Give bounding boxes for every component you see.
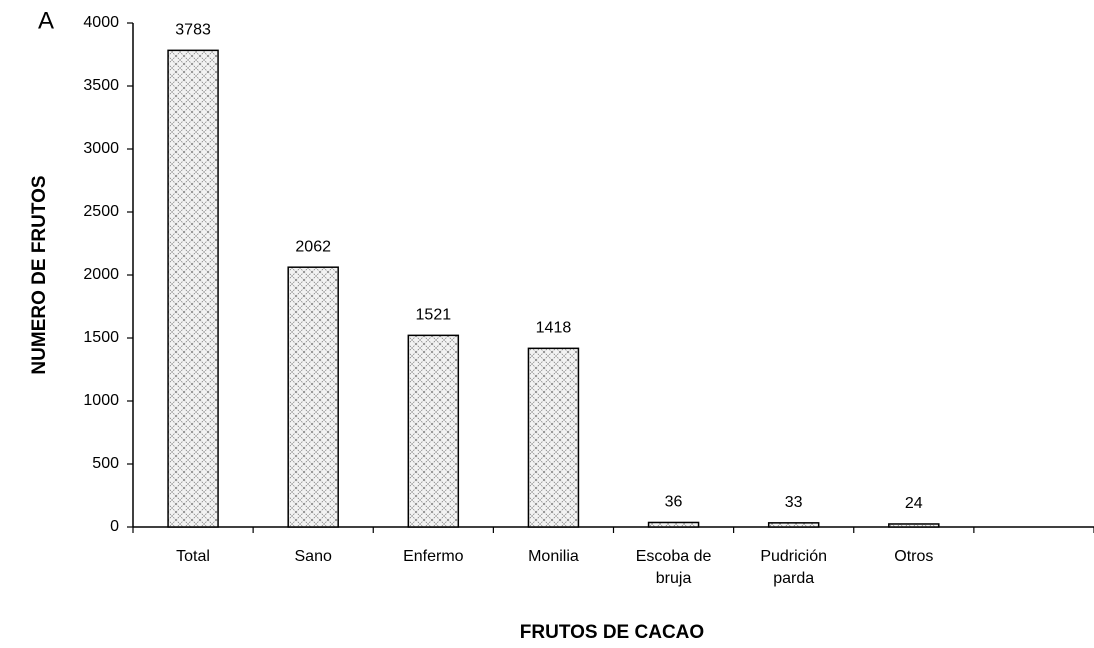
data-label: 3783 — [175, 22, 211, 39]
y-tick-label: 1000 — [83, 392, 119, 409]
y-tick-label: 2500 — [83, 203, 119, 220]
bar — [767, 522, 820, 528]
bar — [407, 334, 460, 528]
data-label: 36 — [665, 494, 683, 511]
bar — [167, 49, 219, 528]
x-tick-label: Total — [176, 548, 210, 565]
y-tick-label: 3500 — [83, 77, 119, 94]
y-tick-label: 2000 — [83, 266, 119, 283]
data-label: 1418 — [536, 320, 572, 337]
bar — [888, 523, 940, 528]
data-label: 33 — [785, 494, 803, 511]
x-axis-title: FRUTOS DE CACAO — [520, 622, 704, 643]
y-tick-label: 4000 — [83, 14, 119, 31]
data-label: 1521 — [416, 307, 452, 324]
x-tick-label: Monilia — [528, 548, 579, 565]
y-axis-title: NUMERO DE FRUTOS — [29, 175, 50, 374]
x-tick-label: Sano — [294, 548, 332, 565]
y-tick-label: 0 — [110, 518, 119, 535]
data-label: 24 — [905, 495, 923, 512]
bar — [527, 347, 580, 528]
data-label: 2062 — [295, 238, 331, 255]
panel-label: A — [38, 7, 54, 34]
y-tick-label: 1500 — [83, 329, 119, 346]
x-tick-label: Escoba de bruja — [635, 548, 712, 587]
bar — [647, 521, 700, 528]
y-tick-label: 3000 — [83, 140, 119, 157]
x-tick-label: Otros — [894, 548, 934, 565]
x-tick-label: Enfermo — [403, 548, 464, 565]
y-tick-label: 500 — [92, 455, 119, 472]
x-tick-label: Pudrición parda — [760, 548, 828, 587]
bar — [287, 266, 339, 528]
